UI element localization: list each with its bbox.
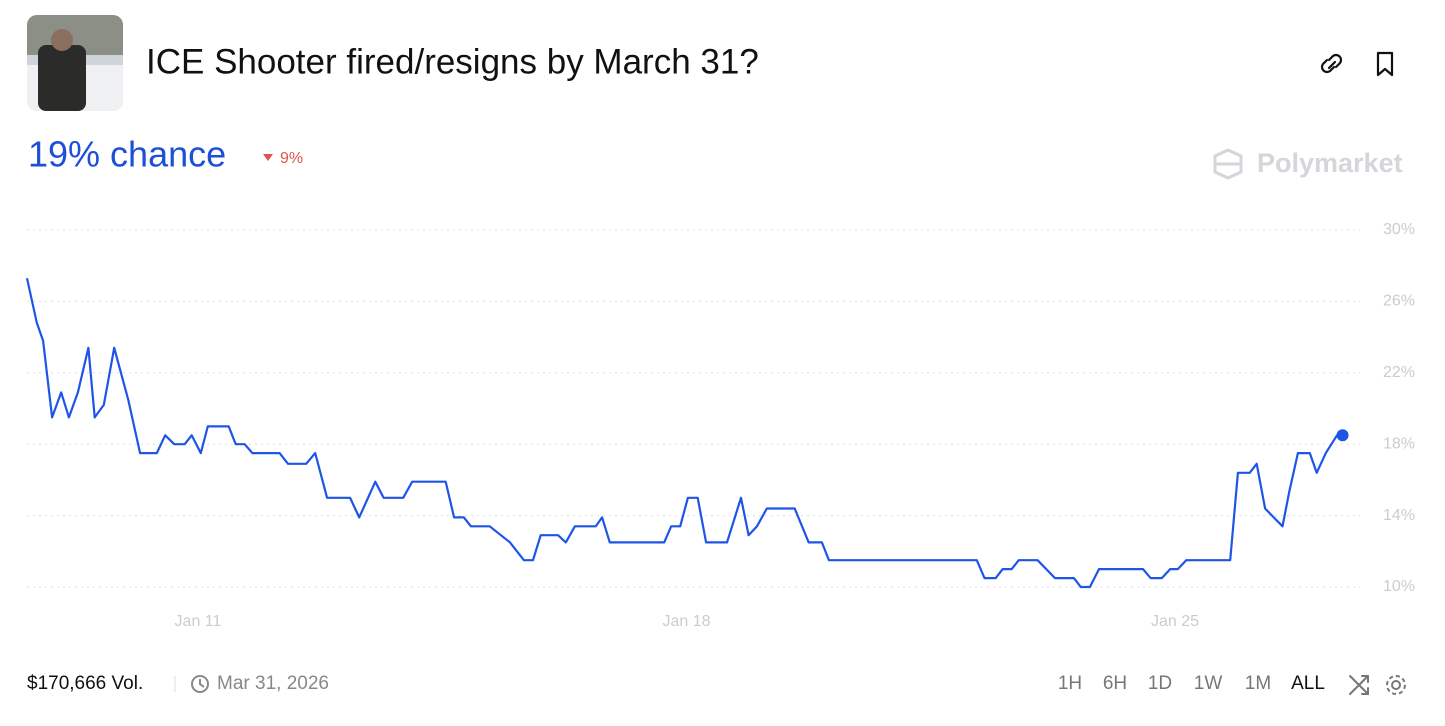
market-title: ICE Shooter fired/resigns by March 31? xyxy=(146,42,759,81)
down-arrow xyxy=(263,154,273,161)
brand: Polymarket xyxy=(1257,148,1403,178)
range-selector: 1H 6H 1D 1W 1M ALL xyxy=(1058,673,1325,694)
clock-icon xyxy=(191,675,209,693)
range-button[interactable]: 6H xyxy=(1103,673,1127,694)
market-image xyxy=(27,15,123,111)
x-tick-label: Jan 18 xyxy=(662,613,710,630)
volume: $170,666 Vol. xyxy=(27,673,143,694)
bookmark-button[interactable] xyxy=(1376,51,1394,77)
range-button[interactable]: 1H xyxy=(1058,673,1082,694)
x-tick-label: Jan 25 xyxy=(1151,613,1199,630)
y-tick-label: 18% xyxy=(1383,435,1415,452)
y-tick-label: 10% xyxy=(1383,578,1415,595)
compare-button[interactable] xyxy=(1349,675,1369,695)
y-tick-label: 30% xyxy=(1383,221,1415,238)
y-tick-label: 22% xyxy=(1383,364,1415,381)
change: 9% xyxy=(280,150,303,167)
chart: 10% 14% 18% 22% 26% 30% Jan 11 Jan 18 Jan 25 xyxy=(25,221,1415,630)
range-button[interactable]: 1W xyxy=(1194,673,1223,694)
range-button[interactable]: 1M xyxy=(1245,673,1271,694)
price-line xyxy=(25,277,1343,589)
y-tick-label: 14% xyxy=(1383,507,1415,524)
range-button[interactable]: 1D xyxy=(1148,673,1172,694)
probability: 19% chance xyxy=(28,134,226,175)
range-button[interactable]: ALL xyxy=(1291,673,1325,694)
brand-logo xyxy=(1213,148,1243,180)
x-tick-label: Jan 11 xyxy=(175,613,222,630)
end-date: Mar 31, 2026 xyxy=(217,673,329,694)
y-tick-label: 26% xyxy=(1383,293,1415,310)
copy-link-button[interactable] xyxy=(1320,53,1343,74)
last-point xyxy=(1336,429,1349,442)
settings-button[interactable] xyxy=(1386,675,1406,695)
